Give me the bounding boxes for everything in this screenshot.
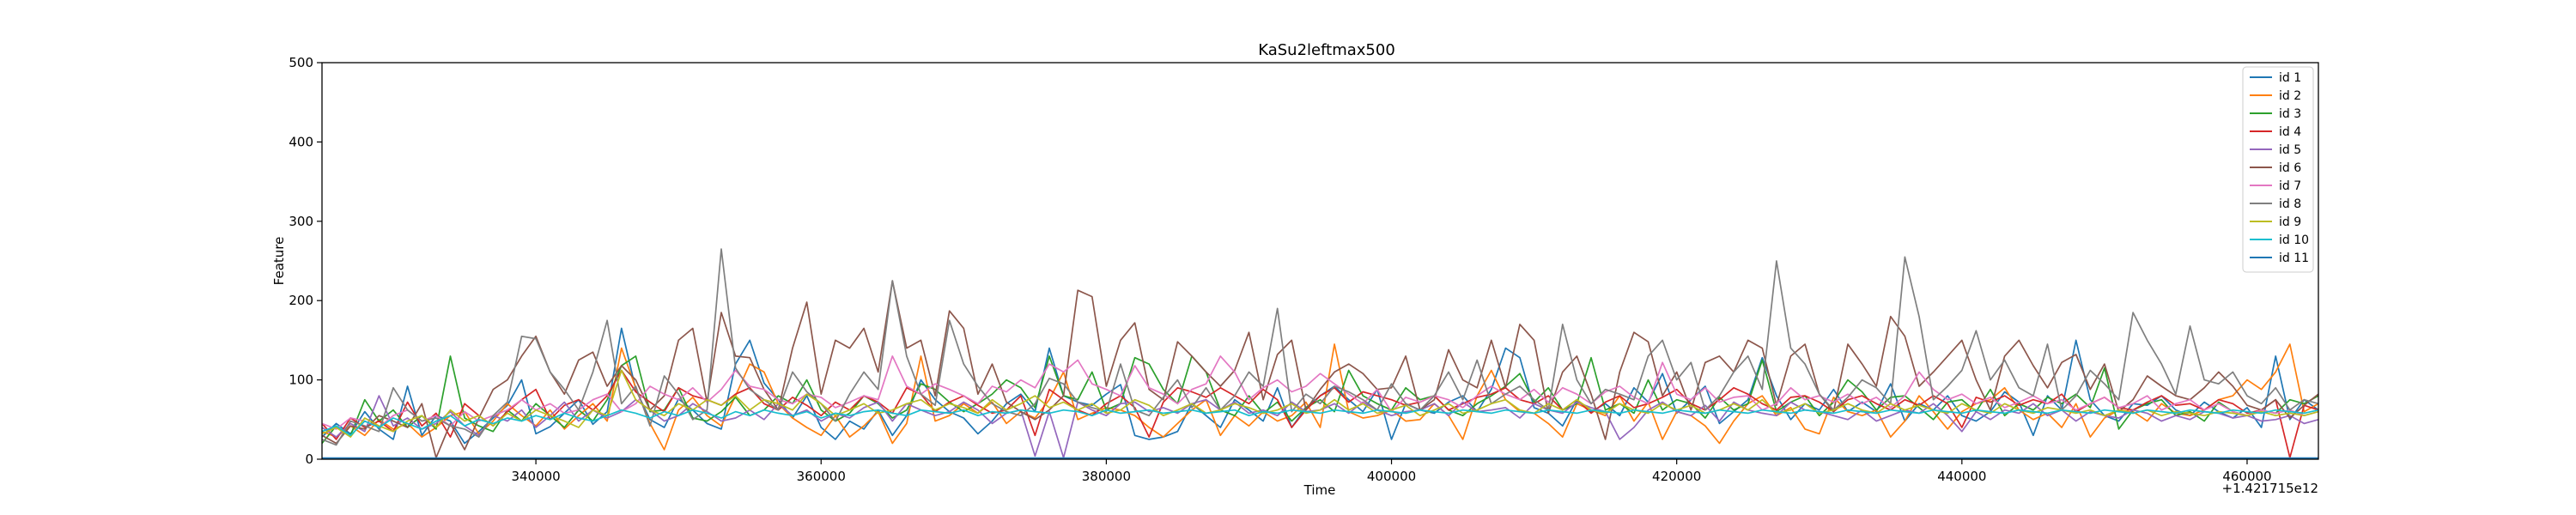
- legend-label: id 7: [2279, 179, 2301, 193]
- legend-label: id 5: [2279, 143, 2301, 157]
- x-tick-label: 460000: [2222, 469, 2271, 484]
- y-axis: 0 100 200 300 400 500: [289, 55, 322, 467]
- legend-label: id 3: [2279, 107, 2301, 121]
- legend-label: id 8: [2279, 197, 2301, 211]
- legend-label: id 1: [2279, 71, 2301, 85]
- legend-label: id 9: [2279, 215, 2301, 229]
- x-tick-label: 440000: [1937, 469, 1986, 484]
- legend-label: id 6: [2279, 161, 2301, 175]
- y-tick-label: 0: [305, 451, 313, 467]
- plot-area: [322, 63, 2318, 459]
- x-axis: 340000 360000 380000 400000 420000 440000 4600…: [511, 459, 2272, 484]
- legend-label: id 11: [2279, 251, 2309, 265]
- x-tick-label: 420000: [1652, 469, 1701, 484]
- y-axis-title: Feature: [271, 237, 287, 286]
- y-tick-label: 400: [289, 134, 313, 149]
- legend-label: id 2: [2279, 89, 2301, 103]
- x-axis-offset-label: +1.421715e12: [2222, 481, 2318, 496]
- x-tick-label: 360000: [797, 469, 846, 484]
- series-line-id-7: [321, 355, 2319, 430]
- y-tick-label: 200: [289, 293, 313, 308]
- x-tick-label: 340000: [511, 469, 560, 484]
- chart-title: KaSu2leftmax500: [1258, 41, 1395, 59]
- y-tick-label: 300: [289, 214, 313, 229]
- plot-frame: [321, 62, 2319, 460]
- y-tick-label: 100: [289, 373, 313, 388]
- series-line-id-10: [321, 409, 2319, 437]
- legend-label: id 10: [2279, 233, 2309, 247]
- series-line-id-9: [321, 369, 2319, 438]
- legend: id 1 id 2 id 3 id 4 id 5 id 6 id 7 id 8 id 9 id 1…: [2242, 66, 2314, 273]
- x-axis-title: Time: [1303, 482, 1336, 498]
- x-tick-label: 400000: [1367, 469, 1416, 484]
- legend-label: id 4: [2279, 125, 2301, 139]
- y-tick-label: 500: [289, 55, 313, 70]
- series-line-id-8: [321, 248, 2319, 446]
- x-tick-label: 380000: [1082, 469, 1131, 484]
- series-layer: [321, 248, 2319, 460]
